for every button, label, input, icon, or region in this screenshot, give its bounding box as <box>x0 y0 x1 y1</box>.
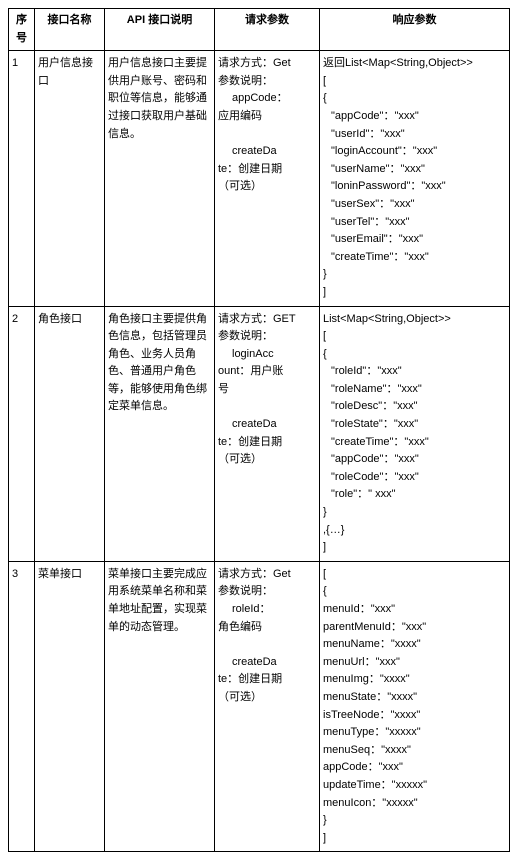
req-param: 号 <box>218 381 316 399</box>
req-param: appCode： <box>218 90 316 108</box>
resp-line: { <box>323 346 506 364</box>
resp-field: "roleCode"："xxx" <box>323 469 506 487</box>
table-row: 3 菜单接口 菜单接口主要完成应用系统菜单名称和菜单地址配置，实现菜单的动态管理… <box>9 561 510 852</box>
resp-line: ] <box>323 539 506 557</box>
cell-req: 请求方式：GET 参数说明： loginAcc ount：用户账 号 creat… <box>215 306 320 561</box>
header-seq: 序号 <box>9 9 35 51</box>
req-param: 应用编码 <box>218 108 316 126</box>
req-param: loginAcc <box>218 346 316 364</box>
req-param: （可选） <box>218 689 316 707</box>
resp-line: ] <box>323 284 506 302</box>
cell-name: 用户信息接口 <box>35 51 105 306</box>
cell-seq: 2 <box>9 306 35 561</box>
req-line: 请求方式：Get <box>218 55 316 73</box>
resp-field: "createTime"："xxx" <box>323 249 506 267</box>
resp-field: "userId"："xxx" <box>323 126 506 144</box>
resp-line: [ <box>323 73 506 91</box>
resp-field: menuId："xxx" <box>323 601 506 619</box>
resp-line: } <box>323 504 506 522</box>
resp-field: "userName"："xxx" <box>323 161 506 179</box>
resp-field: "appCode"："xxx" <box>323 451 506 469</box>
resp-field: "userEmail"："xxx" <box>323 231 506 249</box>
resp-field: menuUrl："xxx" <box>323 654 506 672</box>
req-line: 请求方式：Get <box>218 566 316 584</box>
cell-seq: 1 <box>9 51 35 306</box>
resp-field: menuIcon："xxxxx" <box>323 795 506 813</box>
resp-field: "roleId"："xxx" <box>323 363 506 381</box>
req-param: 角色编码 <box>218 619 316 637</box>
cell-desc: 菜单接口主要完成应用系统菜单名称和菜单地址配置，实现菜单的动态管理。 <box>105 561 215 852</box>
req-param: te：创建日期 <box>218 434 316 452</box>
resp-line: } <box>323 812 506 830</box>
cell-name: 菜单接口 <box>35 561 105 852</box>
resp-line: } <box>323 266 506 284</box>
header-row: 序号 接口名称 API 接口说明 请求参数 响应参数 <box>9 9 510 51</box>
resp-field: "role"：" xxx" <box>323 486 506 504</box>
req-param: ount：用户账 <box>218 363 316 381</box>
resp-field: "userSex"："xxx" <box>323 196 506 214</box>
resp-line: ,{…} <box>323 522 506 540</box>
cell-desc: 角色接口主要提供角色信息，包括管理员角色、业务人员角色、普通用户角色等，能够使用… <box>105 306 215 561</box>
resp-field: menuType："xxxxx" <box>323 724 506 742</box>
resp-field: menuImg："xxxx" <box>323 671 506 689</box>
cell-resp: List<Map<String,Object>> [ { "roleId"："x… <box>320 306 510 561</box>
req-param: createDa <box>218 654 316 672</box>
cell-resp: 返回List<Map<String,Object>> [ { "appCode"… <box>320 51 510 306</box>
resp-line: List<Map<String,Object>> <box>323 311 506 329</box>
resp-field: menuSeq："xxxx" <box>323 742 506 760</box>
resp-field: updateTime："xxxxx" <box>323 777 506 795</box>
resp-field: "loninPassword"："xxx" <box>323 178 506 196</box>
req-param: te：创建日期 <box>218 671 316 689</box>
cell-resp: [ { menuId："xxx" parentMenuId："xxx" menu… <box>320 561 510 852</box>
req-line: 参数说明： <box>218 583 316 601</box>
resp-field: "loginAccount"："xxx" <box>323 143 506 161</box>
resp-line: [ <box>323 328 506 346</box>
table-row: 2 角色接口 角色接口主要提供角色信息，包括管理员角色、业务人员角色、普通用户角… <box>9 306 510 561</box>
cell-desc: 用户信息接口主要提供用户账号、密码和职位等信息，能够通过接口获取用户基础信息。 <box>105 51 215 306</box>
req-param: te：创建日期 <box>218 161 316 179</box>
resp-line: [ <box>323 566 506 584</box>
header-req: 请求参数 <box>215 9 320 51</box>
cell-name: 角色接口 <box>35 306 105 561</box>
req-param: createDa <box>218 416 316 434</box>
resp-field: isTreeNode："xxxx" <box>323 707 506 725</box>
req-param: createDa <box>218 143 316 161</box>
resp-field: "roleName"："xxx" <box>323 381 506 399</box>
header-name: 接口名称 <box>35 9 105 51</box>
resp-field: "appCode"："xxx" <box>323 108 506 126</box>
req-param: （可选） <box>218 451 316 469</box>
header-resp: 响应参数 <box>320 9 510 51</box>
req-line: 请求方式：GET <box>218 311 316 329</box>
table-row: 1 用户信息接口 用户信息接口主要提供用户账号、密码和职位等信息，能够通过接口获… <box>9 51 510 306</box>
resp-line: { <box>323 90 506 108</box>
req-line: 参数说明： <box>218 328 316 346</box>
api-table: 序号 接口名称 API 接口说明 请求参数 响应参数 1 用户信息接口 用户信息… <box>8 8 510 852</box>
resp-field: "roleDesc"："xxx" <box>323 398 506 416</box>
cell-req: 请求方式：Get 参数说明： roleId： 角色编码 createDa te：… <box>215 561 320 852</box>
resp-field: parentMenuId："xxx" <box>323 619 506 637</box>
resp-line: ] <box>323 830 506 848</box>
req-line: 参数说明： <box>218 73 316 91</box>
resp-line: 返回List<Map<String,Object>> <box>323 55 506 73</box>
resp-field: appCode："xxx" <box>323 759 506 777</box>
resp-field: "createTime"："xxx" <box>323 434 506 452</box>
resp-field: "roleState"："xxx" <box>323 416 506 434</box>
cell-req: 请求方式：Get 参数说明： appCode： 应用编码 createDa te… <box>215 51 320 306</box>
resp-field: menuName："xxxx" <box>323 636 506 654</box>
resp-line: { <box>323 583 506 601</box>
resp-field: "userTel"："xxx" <box>323 214 506 232</box>
cell-seq: 3 <box>9 561 35 852</box>
header-desc: API 接口说明 <box>105 9 215 51</box>
req-param: （可选） <box>218 178 316 196</box>
req-param: roleId： <box>218 601 316 619</box>
resp-field: menuState："xxxx" <box>323 689 506 707</box>
